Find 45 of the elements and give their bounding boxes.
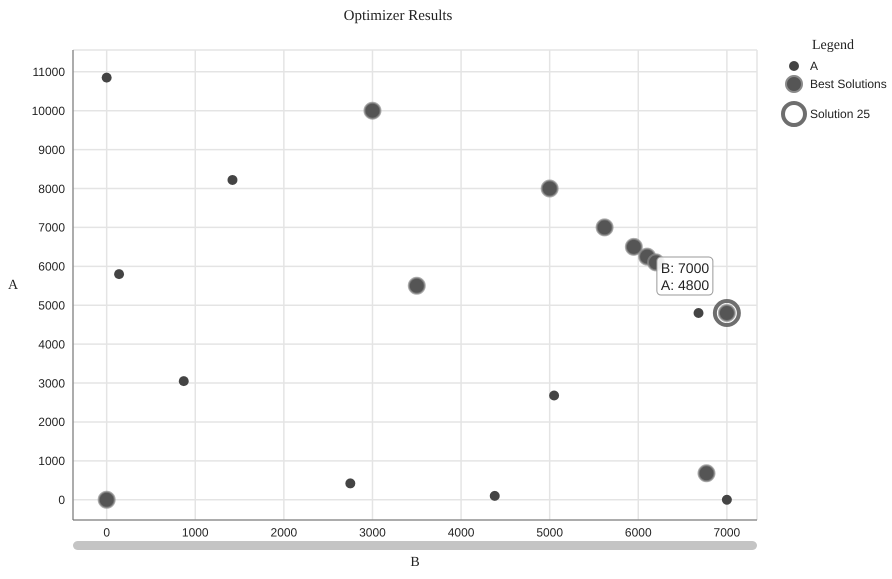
point [712,299,741,328]
y-tick-label: 4000 [38,337,66,352]
x-tick-label: 0 [103,526,110,540]
legend-label: A [810,59,818,73]
point [697,464,716,482]
point [596,218,614,236]
annotation: B: 7000 A: 4800 [660,260,710,294]
y-tick-label: 6000 [38,260,66,274]
x-tick-label: 7000 [714,526,741,540]
point [102,72,112,83]
point [114,269,124,280]
point [722,494,732,505]
point [490,490,500,501]
chart-title: Optimizer Results [342,8,454,25]
point [624,238,643,256]
x-tick-label: 1000 [182,526,209,540]
x-tick-label: 5000 [536,526,564,540]
x-tick-label: 3000 [359,526,386,540]
point [408,276,426,295]
point [227,174,238,185]
y-tick-label: 10000 [32,104,66,118]
y-axis-title: A [8,278,18,294]
x-tick-label: 6000 [624,526,652,540]
x-tick-label: 4000 [448,526,475,540]
point [363,102,382,120]
x-axis-title: B [409,555,421,571]
point [98,490,116,509]
point [549,390,560,400]
y-tick-label: 11000 [32,65,66,80]
legend-label: Solution 25 [810,107,870,121]
point [540,180,559,198]
y-tick-label: 8000 [38,182,66,196]
legend-title: Legend [812,38,855,54]
y-tick-label: 2000 [38,415,66,430]
y-tick-label: 1000 [38,454,66,468]
y-tick-label: 3000 [38,376,66,390]
x-tick-label: 2000 [270,526,298,540]
legend-label: Best Solutions [810,77,887,91]
y-tick-label: 0 [58,493,66,508]
point [694,308,704,318]
point [178,376,189,386]
point [345,478,356,488]
y-tick-label: 9000 [38,142,66,157]
y-tick-label: 5000 [38,298,66,312]
y-tick-label: 7000 [38,220,66,235]
